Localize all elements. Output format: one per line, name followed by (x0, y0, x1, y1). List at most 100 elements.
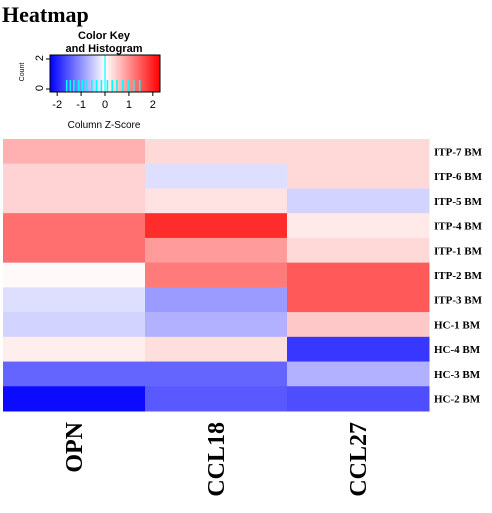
heatmap-cell (287, 262, 430, 288)
color-key-gradient-strip (73, 55, 75, 92)
color-key-gradient-strip (126, 55, 128, 92)
color-key-gradient-strip (105, 55, 107, 92)
color-key-gradient-strip (111, 55, 113, 92)
color-key-gradient-strip (88, 55, 90, 92)
color-key-gradient-strip (81, 55, 83, 92)
row-label: ITP-4 BM (434, 221, 483, 233)
color-key-gradient-strip (136, 55, 138, 92)
column-label: CCL18 (204, 422, 230, 497)
color-key-gradient-strip (61, 55, 63, 92)
color-key-gradient-strip (151, 55, 153, 92)
color-key-x-tick-label: -2 (52, 99, 62, 111)
color-key-gradient-strip (119, 55, 121, 92)
color-key-gradient-strip (51, 55, 53, 92)
color-key-gradient-strip (142, 55, 144, 92)
color-key-gradient-strip (145, 55, 147, 92)
heatmap-cell (287, 312, 430, 338)
color-key-gradient-strip (135, 55, 137, 92)
color-key-gradient-strip (129, 55, 131, 92)
color-key-gradient-strip (108, 55, 110, 92)
color-key-gradient-strip (101, 55, 103, 92)
color-key-gradient-strip (80, 55, 82, 92)
heatmap-labels: ITP-7 BM ITP-6 BM ITP-5 BM ITP-4 BM ITP-1 BM… (62, 146, 483, 496)
color-key-gradient-strip (140, 55, 142, 92)
color-key-gradient-strip (157, 55, 159, 92)
color-key-gradient-strip (74, 55, 76, 92)
color-key-gradient-strip (93, 55, 95, 92)
color-key-gradient-strip (71, 55, 73, 92)
color-key-gradient-strip (94, 55, 96, 92)
heatmap-cell (3, 163, 146, 189)
color-key-gradient-strip (116, 55, 118, 92)
row-label: ITP-2 BM (434, 270, 483, 282)
color-key-gradient-strip (114, 55, 116, 92)
color-key-gradient-strip (110, 55, 112, 92)
color-key-gradient-strip (98, 55, 100, 92)
heatmap-cell (145, 262, 288, 288)
color-key-title-line1: Color Key (78, 30, 131, 42)
color-key-gradient-strip (87, 55, 89, 92)
color-key-gradient-strip (118, 55, 120, 92)
heatmap-cell (287, 139, 430, 165)
color-key-gradient-strip (75, 55, 77, 92)
heatmap-cell (145, 237, 288, 264)
heatmap-cell (287, 188, 430, 214)
color-key-gradient-strip (86, 55, 88, 92)
color-key-gradient-strip (134, 55, 136, 92)
heatmap-cell (145, 188, 288, 214)
heatmap-cell (145, 386, 288, 412)
color-key: Color Key and Histogram Column Z-Score C… (19, 30, 161, 131)
heatmap-cell (145, 213, 288, 239)
heatmap-cell (3, 287, 146, 313)
heatmap-cell (287, 386, 430, 412)
color-key-gradient-strip (63, 55, 65, 92)
heatmap-cell (287, 237, 430, 264)
color-key-gradient-strip (123, 55, 125, 92)
row-label: ITP-3 BM (434, 295, 483, 307)
color-key-gradient-strip (50, 55, 52, 92)
color-key-gradient-strip (54, 55, 56, 92)
heatmap-cell (3, 237, 146, 264)
heatmap-cell (3, 188, 146, 214)
heatmap-cell (3, 312, 146, 338)
color-key-gradient-strip (65, 55, 67, 92)
heatmap-cell (3, 262, 146, 288)
color-key-gradient-strip (127, 55, 129, 92)
heatmap-cell (287, 163, 430, 189)
heatmap-cell (287, 336, 430, 363)
color-key-gradient-strip (124, 55, 126, 92)
chart-title: Heatmap (2, 2, 89, 27)
color-key-gradient-strip (95, 55, 97, 92)
color-key-gradient-strip (67, 55, 69, 92)
color-key-gradient-strip (109, 55, 111, 92)
color-key-xlabel: Column Z-Score (68, 120, 141, 131)
color-key-gradient-strip (96, 55, 98, 92)
heatmap-cell (287, 287, 430, 313)
color-key-gradient-strip (155, 55, 157, 92)
color-key-gradient-strip (153, 55, 155, 92)
color-key-gradient-strip (92, 55, 94, 92)
row-label: HC-4 BM (434, 344, 481, 356)
color-key-gradient-strip (128, 55, 130, 92)
heatmap-cell (3, 139, 146, 165)
color-key-gradient-strip (64, 55, 66, 92)
row-label: HC-3 BM (434, 369, 481, 381)
color-key-gradient-strip (125, 55, 127, 92)
color-key-gradient-strip (122, 55, 124, 92)
color-key-gradient-strip (97, 55, 99, 92)
heatmap-grid (3, 139, 430, 412)
color-key-x-tick-label: 2 (150, 99, 156, 111)
color-key-gradient-strip (83, 55, 85, 92)
row-label: HC-1 BM (434, 320, 481, 332)
color-key-gradient-strip (158, 55, 160, 92)
row-label: ITP-1 BM (434, 245, 483, 257)
color-key-gradient-strip (91, 55, 93, 92)
color-key-gradient-strip (107, 55, 109, 92)
color-key-gradient-strip (60, 55, 62, 92)
column-label: CCL27 (346, 422, 372, 497)
color-key-gradient-strip (57, 55, 59, 92)
row-label: HC-2 BM (434, 394, 481, 406)
color-key-gradient-strip (78, 55, 80, 92)
color-key-y-tick-label: 2 (34, 55, 46, 61)
heatmap-cell (145, 163, 288, 189)
